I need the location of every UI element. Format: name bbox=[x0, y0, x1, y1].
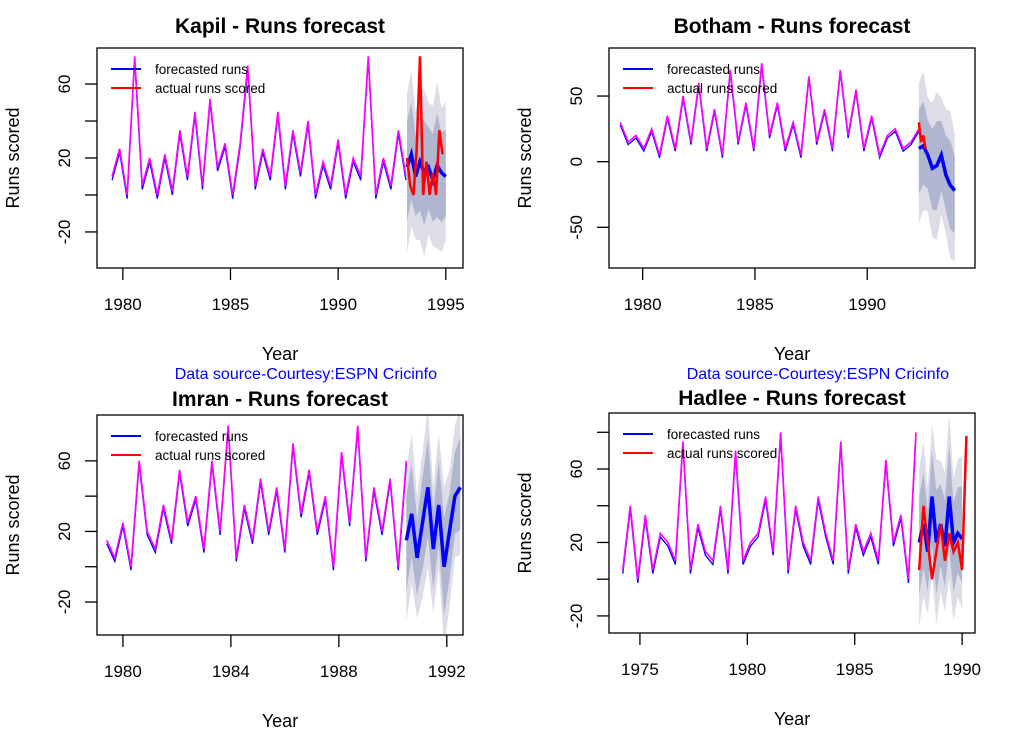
y-axis-label: Runs scored bbox=[515, 472, 535, 573]
chart-title: Imran - Runs forecast bbox=[172, 388, 388, 411]
fitted-series-line bbox=[619, 65, 920, 161]
chart-title: Kapil - Runs forecast bbox=[175, 15, 385, 38]
plot-area bbox=[621, 413, 968, 627]
plot-area bbox=[619, 63, 957, 262]
y-tick-label: -20 bbox=[567, 604, 586, 629]
actual-series-line bbox=[405, 56, 444, 196]
forecast-series-line bbox=[917, 143, 957, 192]
y-tick-label: -20 bbox=[55, 590, 74, 615]
x-tick-label: 1990 bbox=[943, 660, 981, 679]
prediction-band-80 bbox=[406, 437, 461, 617]
y-tick-label: 60 bbox=[567, 460, 586, 479]
legend-label: forecasted runs bbox=[667, 62, 760, 77]
x-tick-label: 1985 bbox=[736, 295, 774, 314]
legend-label: forecasted runs bbox=[667, 427, 760, 442]
x-tick-label: 1995 bbox=[427, 295, 465, 314]
chart-panel-imran: Imran - Runs forecast 1980 1984 1988 1992 -20… bbox=[3, 388, 466, 731]
y-tick-label: 20 bbox=[567, 533, 586, 552]
y-axis-label: Runs scored bbox=[3, 474, 23, 575]
x-tick-label: 1980 bbox=[728, 660, 766, 679]
y-axis-label: Runs scored bbox=[515, 107, 535, 208]
x-tick-label: 1980 bbox=[624, 295, 662, 314]
x-tick-label: 1975 bbox=[621, 660, 659, 679]
actual-series-line bbox=[917, 122, 927, 149]
forecast-series-line bbox=[404, 486, 462, 567]
plot-frame bbox=[608, 412, 976, 634]
y-tick-label: 20 bbox=[55, 149, 74, 168]
y-tick-label: 60 bbox=[55, 451, 74, 470]
x-tick-label: 1988 bbox=[320, 662, 358, 681]
history-series-line bbox=[111, 56, 407, 196]
plot-area bbox=[111, 56, 447, 257]
x-axis-label: Year bbox=[262, 344, 298, 364]
x-tick-label: 1984 bbox=[212, 662, 250, 681]
chart-panel-botham: Botham - Runs forecast 1980 1985 1990 -50 0 50… bbox=[515, 15, 976, 383]
legend-label: forecasted runs bbox=[155, 62, 248, 77]
legend-label: actual runs scored bbox=[667, 446, 777, 461]
x-tick-label: 1980 bbox=[104, 295, 142, 314]
legend-label: actual runs scored bbox=[155, 448, 265, 463]
plot-frame bbox=[608, 47, 976, 269]
y-tick-label: 0 bbox=[567, 157, 586, 166]
history-series-line bbox=[621, 432, 917, 580]
history-series-line bbox=[619, 63, 920, 158]
legend-label: actual runs scored bbox=[667, 81, 777, 96]
x-tick-label: 1992 bbox=[428, 662, 466, 681]
actual-series-line bbox=[917, 435, 968, 580]
x-tick-label: 1980 bbox=[104, 662, 142, 681]
y-tick-label: 60 bbox=[55, 75, 74, 94]
plot-frame bbox=[96, 414, 464, 636]
y-tick-label: -50 bbox=[567, 215, 586, 240]
y-tick-label: 50 bbox=[567, 87, 586, 106]
history-series-line bbox=[105, 425, 408, 567]
chart-title: Botham - Runs forecast bbox=[674, 15, 911, 38]
x-tick-label: 1990 bbox=[319, 295, 357, 314]
y-tick-label: 20 bbox=[55, 522, 74, 541]
x-axis-label: Year bbox=[774, 344, 810, 364]
x-tick-label: 1985 bbox=[836, 660, 874, 679]
x-tick-label: 1985 bbox=[212, 295, 250, 314]
x-axis-label: Year bbox=[774, 709, 810, 729]
y-tick-label: -20 bbox=[55, 220, 74, 245]
y-axis-label: Runs scored bbox=[3, 107, 23, 208]
plot-area bbox=[105, 415, 462, 635]
chart-panel-kapil: Kapil - Runs forecast 1980 1985 1990 1995 -20… bbox=[3, 15, 465, 383]
data-source-note: Data source-Courtesy:ESPN Cricinfo bbox=[687, 366, 949, 383]
chart-title: Hadlee - Runs forecast bbox=[678, 387, 906, 410]
x-tick-label: 1990 bbox=[848, 295, 886, 314]
chart-panel-hadlee: Hadlee - Runs forecast 1975 1980 1985 1990 -2… bbox=[515, 387, 981, 729]
x-axis-label: Year bbox=[262, 711, 298, 731]
legend-label: actual runs scored bbox=[155, 81, 265, 96]
legend-label: forecasted runs bbox=[155, 429, 248, 444]
data-source-note: Data source-Courtesy:ESPN Cricinfo bbox=[175, 366, 437, 383]
